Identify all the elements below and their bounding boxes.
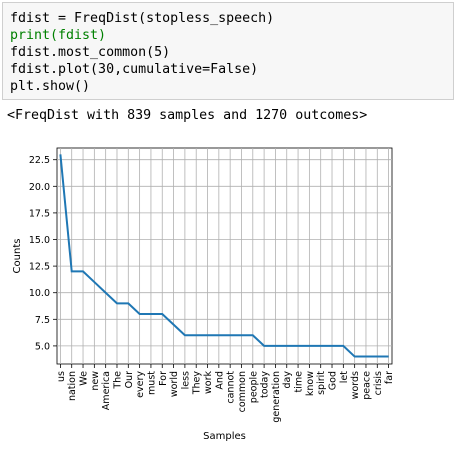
x-tick-label: far <box>384 371 395 384</box>
x-tick-label: every <box>135 371 146 398</box>
code-line-3[interactable]: fdist.most_common(5) <box>10 45 170 61</box>
y-tick-label: 5.0 <box>35 341 50 352</box>
y-tick-label: 17.5 <box>29 208 50 219</box>
x-tick-label: Our <box>124 371 135 388</box>
x-tick-label: They <box>192 371 203 396</box>
plot-area <box>56 147 393 365</box>
code-line-4[interactable]: fdist.plot(30,cumulative=False) <box>10 62 258 78</box>
plot-grid <box>57 148 392 364</box>
x-tick-label: let <box>339 371 350 383</box>
code-line-5-text: plt.show() <box>10 79 91 94</box>
x-tick-label: We <box>79 371 90 386</box>
x-tick-label: The <box>112 371 123 390</box>
code-cell[interactable]: fdist = FreqDist(stopless_speech) print(… <box>2 2 454 100</box>
x-tick-label: crisis <box>373 371 384 395</box>
code-line-2-text: print(fdist) <box>10 28 107 43</box>
x-tick-label: peace <box>361 371 372 400</box>
x-tick-label: spirit <box>316 371 327 395</box>
code-line-3-text: fdist.most_common(5) <box>10 45 171 60</box>
frequency-plot: 5.0 7.5 10.0 12.5 15.0 17.5 20.0 22.5 us nation W… <box>12 147 395 442</box>
y-tick-label: 7.5 <box>35 315 50 326</box>
output-text: <FreqDist with 839 samples and 1270 outc… <box>7 108 368 123</box>
x-tick-label: common <box>237 371 248 412</box>
y-tick-label: 10.0 <box>29 288 50 299</box>
x-tick-label: new <box>90 371 101 391</box>
x-tick-label: God <box>328 371 339 390</box>
y-tick-label: 20.0 <box>29 182 50 193</box>
x-tick-label: day <box>282 371 293 389</box>
x-axis-label: Samples <box>203 431 246 442</box>
y-tick-label: 12.5 <box>29 262 50 273</box>
y-axis-label: Counts <box>12 239 23 274</box>
code-line-1[interactable]: fdist = FreqDist(stopless_speech) <box>10 11 274 27</box>
x-tick-label: us <box>56 371 67 382</box>
code-line-4-text: fdist.plot(30,cumulative=False) <box>10 62 259 77</box>
x-tick-label: time <box>294 371 305 393</box>
code-line-1-text: fdist = FreqDist(stopless_speech) <box>10 11 275 26</box>
x-tick-label: work <box>203 371 214 394</box>
series-line <box>59 154 389 358</box>
x-tick-label: less <box>180 371 191 389</box>
y-tick-label: 15.0 <box>29 235 50 246</box>
y-tick-label: 22.5 <box>29 155 50 166</box>
x-tick-label: America <box>101 371 112 410</box>
code-line-2[interactable]: print(fdist) <box>10 28 106 44</box>
y-axis-ticks: 5.0 7.5 10.0 12.5 15.0 17.5 20.0 22.5 <box>29 155 57 352</box>
plot-frame <box>56 147 393 365</box>
x-tick-label: generation <box>271 371 282 423</box>
x-tick-label: words <box>350 371 361 399</box>
x-tick-label: For <box>158 371 169 386</box>
x-tick-label: know <box>305 371 316 396</box>
x-tick-label: people <box>248 371 259 403</box>
x-tick-label: nation <box>67 371 78 401</box>
x-tick-label: must <box>146 371 157 395</box>
x-tick-label: cannot <box>226 371 237 404</box>
x-tick-label: And <box>214 371 225 390</box>
x-tick-label: world <box>169 371 180 397</box>
x-axis-ticks: us nation We new America The Our every must For wo… <box>56 364 395 423</box>
x-tick-label: today <box>260 371 271 398</box>
code-line-5[interactable]: plt.show() <box>10 79 90 95</box>
